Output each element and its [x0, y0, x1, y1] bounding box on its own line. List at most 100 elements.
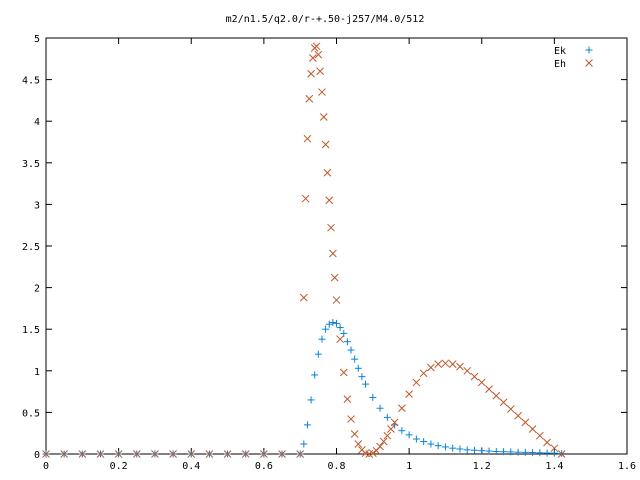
- data-point-ek: [449, 444, 457, 452]
- data-point-eh: [350, 430, 359, 438]
- data-point-eh: [499, 398, 508, 407]
- data-point-ek: [369, 393, 377, 401]
- data-point-eh: [323, 168, 332, 177]
- data-point-ek: [322, 325, 330, 333]
- data-point-eh: [485, 385, 493, 393]
- x-tick-label: 0.2: [110, 461, 128, 472]
- data-point-eh: [319, 113, 328, 121]
- x-tick-label: 1.2: [473, 461, 491, 472]
- data-point-eh: [514, 411, 522, 420]
- data-point-ek: [434, 442, 442, 450]
- data-point-eh: [96, 450, 105, 458]
- series-ek: [42, 319, 566, 458]
- data-point-eh: [535, 431, 544, 440]
- plot-frame: [45, 37, 628, 455]
- data-point-ek: [358, 373, 366, 381]
- data-point-eh: [169, 450, 177, 458]
- data-point-eh: [205, 450, 214, 458]
- data-point-eh: [151, 450, 159, 458]
- axis-ticks: 0 0.2 0.4 0.6 0.8 1 1.2 1.4 1.6 0 0.5 1 1.5 2 2.5 3 3.5 4…: [22, 34, 636, 472]
- data-point-eh: [379, 437, 388, 446]
- y-tick-label: 1.5: [22, 325, 40, 336]
- data-point-eh: [387, 425, 395, 433]
- y-tick-label: 2: [34, 284, 40, 295]
- data-point-ek: [412, 435, 420, 443]
- data-point-ek: [536, 449, 544, 457]
- data-point-eh: [241, 450, 250, 458]
- data-point-eh: [223, 450, 232, 458]
- data-point-eh: [390, 418, 399, 427]
- data-point-eh: [463, 366, 472, 375]
- data-point-eh: [427, 363, 435, 372]
- data-point-ek: [470, 446, 478, 454]
- data-point-eh: [405, 390, 413, 398]
- data-point-eh: [470, 372, 479, 381]
- data-point-ek: [307, 396, 315, 404]
- data-point-ek: [351, 355, 359, 363]
- data-point-eh: [296, 450, 305, 458]
- data-point-eh: [314, 50, 323, 59]
- data-point-ek: [405, 431, 413, 439]
- data-point-eh: [550, 444, 559, 453]
- data-point-ek: [529, 449, 537, 457]
- data-point-ek: [507, 448, 515, 456]
- data-point-eh: [321, 140, 330, 149]
- y-tick-label: 2.5: [22, 242, 40, 253]
- data-point-eh: [528, 425, 537, 433]
- data-point-eh: [309, 54, 317, 62]
- data-point-eh: [278, 450, 286, 458]
- data-point-eh: [343, 395, 352, 403]
- data-point-eh: [456, 362, 464, 371]
- x-tick-label: 1.4: [545, 461, 563, 472]
- data-point-eh: [132, 450, 141, 458]
- data-point-ek: [300, 440, 308, 448]
- data-point-eh: [187, 450, 196, 458]
- data-point-eh: [307, 69, 315, 78]
- data-point-eh: [412, 378, 421, 387]
- data-point-eh: [114, 450, 123, 458]
- data-point-ek: [463, 446, 471, 454]
- data-point-ek: [325, 320, 333, 328]
- data-point-eh: [332, 296, 341, 304]
- data-point-ek: [354, 364, 362, 372]
- data-point-ek: [303, 421, 311, 429]
- data-point-eh: [398, 404, 406, 413]
- data-point-eh: [441, 359, 450, 368]
- data-point-ek: [347, 346, 355, 354]
- data-point-ek: [485, 447, 493, 455]
- data-point-ek: [543, 449, 551, 457]
- series-marks: [42, 42, 566, 458]
- data-point-eh: [354, 440, 363, 448]
- data-point-eh: [368, 449, 377, 458]
- chart-title: m2/n1.5/q2.0/r-+.50-j257/M4.0/512: [226, 14, 425, 25]
- data-point-ek: [311, 371, 319, 379]
- data-point-eh: [325, 196, 334, 205]
- y-tick-label: 0.5: [22, 408, 40, 419]
- data-point-ek: [383, 413, 391, 421]
- data-point-eh: [506, 405, 515, 413]
- x-tick-label: 0.8: [327, 461, 345, 472]
- data-point-ek: [398, 427, 406, 435]
- data-point-ek: [343, 338, 351, 346]
- data-point-eh: [305, 94, 314, 103]
- data-point-ek: [329, 319, 337, 327]
- y-tick-label: 5: [34, 34, 40, 45]
- data-point-eh: [329, 249, 337, 258]
- data-point-ek: [336, 324, 344, 332]
- data-point-eh: [434, 360, 443, 368]
- data-point-ek: [521, 448, 529, 456]
- data-point-ek: [420, 438, 428, 446]
- x-tick-label: 0.6: [255, 461, 273, 472]
- data-point-eh: [557, 450, 566, 458]
- data-point-ek: [427, 440, 435, 448]
- y-tick-label: 3: [34, 200, 40, 211]
- data-point-eh: [301, 194, 310, 203]
- data-point-ek: [492, 448, 500, 456]
- x-tick-label: 0.4: [182, 461, 200, 472]
- legend-label-eh: Eh: [554, 59, 566, 70]
- data-point-ek: [441, 443, 449, 451]
- data-point-ek: [362, 380, 370, 388]
- data-point-eh: [448, 360, 457, 368]
- data-point-ek: [340, 329, 348, 337]
